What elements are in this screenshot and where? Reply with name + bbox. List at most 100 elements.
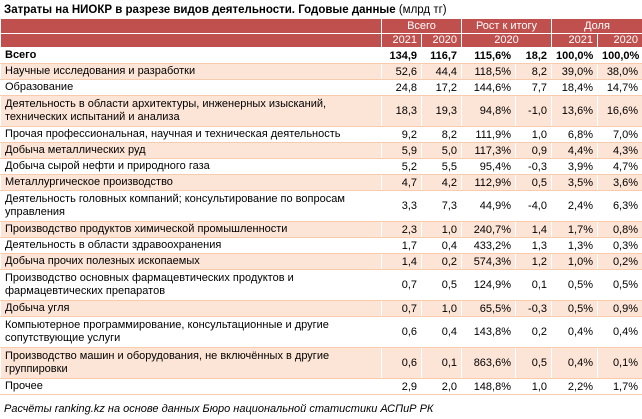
header-corner-2 bbox=[0, 33, 382, 48]
header-row-years: 2021 2020 2020 2021 2020 bbox=[0, 33, 642, 48]
growth-pct: 118,5% bbox=[461, 63, 516, 80]
table-row: Добыча металлических руд 5,9 5,0 117,3% 0,9 4… bbox=[0, 142, 642, 159]
value-2020: 0,4 bbox=[421, 316, 462, 348]
growth-abs: 1,2 bbox=[515, 253, 552, 270]
growth-pct: 433,2% bbox=[461, 237, 516, 254]
value-2020: 1,0 bbox=[421, 300, 462, 317]
table-row-total: Всего 134,9 116,7 115,6% 18,2 100,0% 100,0% bbox=[0, 47, 642, 64]
header-group-total: Всего bbox=[381, 18, 462, 34]
value-2020: 8,2 bbox=[421, 126, 462, 143]
share-2020: 0,4% bbox=[596, 316, 642, 348]
row-name: Деятельность в области здравоохранения bbox=[0, 237, 382, 254]
share-2021: 1,3% bbox=[551, 237, 598, 254]
value-2021: 9,2 bbox=[381, 126, 422, 143]
share-2021: 0,5% bbox=[551, 269, 598, 301]
row-name: Добыча угля bbox=[0, 300, 382, 317]
share-2021: 18,4% bbox=[551, 79, 598, 96]
row-name: Образование bbox=[0, 79, 382, 96]
share-2021: 13,6% bbox=[551, 95, 598, 127]
table-row: Деятельность в области архитектуры, инже… bbox=[0, 95, 642, 127]
table-row: Производство продуктов химической промыш… bbox=[0, 221, 642, 238]
share-2020: 38,0% bbox=[596, 63, 642, 80]
row-name: Добыча металлических руд bbox=[0, 142, 382, 159]
share-2020: 3,6% bbox=[596, 174, 642, 191]
value-2020: 0,1 bbox=[421, 347, 462, 379]
row-name: Металлургическое производство bbox=[0, 174, 382, 191]
growth-pct: 65,5% bbox=[461, 300, 516, 317]
share-2021: 0,5% bbox=[551, 300, 598, 317]
value-2020: 4,2 bbox=[421, 174, 462, 191]
value-2021: 18,3 bbox=[381, 95, 422, 127]
share-2020: 16,6% bbox=[596, 95, 642, 127]
growth-abs: -0,3 bbox=[515, 158, 552, 175]
value-2021: 134,9 bbox=[381, 47, 422, 64]
growth-abs: -0,3 bbox=[515, 300, 552, 317]
value-2020: 44,4 bbox=[421, 63, 462, 80]
table-row: Компьютерное программирование, консульта… bbox=[0, 316, 642, 348]
growth-abs: 1,0 bbox=[515, 378, 552, 395]
growth-abs: 0,5 bbox=[515, 174, 552, 191]
growth-abs: 0,2 bbox=[515, 316, 552, 348]
share-2020: 100,0% bbox=[596, 47, 642, 64]
share-2021: 1,0% bbox=[551, 253, 598, 270]
table-row: Добыча сырой нефти и природного газа 5,2 5… bbox=[0, 158, 642, 175]
growth-pct: 124,9% bbox=[461, 269, 516, 301]
table-row: Научные исследования и разработки 52,6 44,… bbox=[0, 63, 642, 80]
value-2021: 0,6 bbox=[381, 347, 422, 379]
growth-pct: 94,8% bbox=[461, 95, 516, 127]
share-2021: 0,4% bbox=[551, 347, 598, 379]
share-2021: 3,5% bbox=[551, 174, 598, 191]
value-2021: 5,9 bbox=[381, 142, 422, 159]
growth-pct: 112,9% bbox=[461, 174, 516, 191]
share-2020: 6,3% bbox=[596, 190, 642, 222]
share-2020: 0,3% bbox=[596, 237, 642, 254]
share-2020: 0,1% bbox=[596, 347, 642, 379]
growth-pct: 240,7% bbox=[461, 221, 516, 238]
table-row: Добыча угля 0,7 1,0 65,5% -0,3 0,5% 0,9% bbox=[0, 300, 642, 317]
share-2021: 3,9% bbox=[551, 158, 598, 175]
growth-abs: 1,4 bbox=[515, 221, 552, 238]
table-title-main: Затраты на НИОКР в разрезе видов деятель… bbox=[4, 4, 396, 16]
header-total-2020: 2020 bbox=[421, 33, 462, 48]
growth-pct: 144,6% bbox=[461, 79, 516, 96]
growth-abs: 1,0 bbox=[515, 126, 552, 143]
value-2021: 0,7 bbox=[381, 300, 422, 317]
value-2020: 1,0 bbox=[421, 221, 462, 238]
header-growth-2020: 2020 bbox=[461, 33, 552, 48]
growth-abs: 1,3 bbox=[515, 237, 552, 254]
growth-abs: 0,1 bbox=[515, 269, 552, 301]
row-name: Компьютерное программирование, консульта… bbox=[0, 316, 382, 348]
share-2020: 0,9% bbox=[596, 300, 642, 317]
value-2020: 19,3 bbox=[421, 95, 462, 127]
value-2020: 0,2 bbox=[421, 253, 462, 270]
value-2021: 0,7 bbox=[381, 269, 422, 301]
row-name: Производство продуктов химической промыш… bbox=[0, 221, 382, 238]
share-2020: 4,3% bbox=[596, 142, 642, 159]
table-row: Деятельность головных компаний; консульт… bbox=[0, 190, 642, 222]
share-2020: 7,0% bbox=[596, 126, 642, 143]
growth-abs: 0,9 bbox=[515, 142, 552, 159]
value-2021: 1,7 bbox=[381, 237, 422, 254]
table-row: Прочая профессиональная, научная и техни… bbox=[0, 126, 642, 143]
share-2021: 6,8% bbox=[551, 126, 598, 143]
growth-abs: 7,7 bbox=[515, 79, 552, 96]
share-2021: 39,0% bbox=[551, 63, 598, 80]
growth-pct: 863,6% bbox=[461, 347, 516, 379]
share-2020: 0,2% bbox=[596, 253, 642, 270]
share-2021: 4,4% bbox=[551, 142, 598, 159]
table-row: Производство основных фармацевтических п… bbox=[0, 269, 642, 301]
header-corner bbox=[0, 18, 382, 34]
growth-pct: 143,8% bbox=[461, 316, 516, 348]
table-row: Производство машин и оборудования, не вк… bbox=[0, 347, 642, 379]
value-2021: 0,6 bbox=[381, 316, 422, 348]
header-share-2020: 2020 bbox=[596, 33, 642, 48]
table-row: Образование 24,8 17,2 144,6% 7,7 18,4% 14,7% bbox=[0, 79, 642, 96]
header-group-growth: Рост к итогу bbox=[461, 18, 552, 34]
table-title: Затраты на НИОКР в разрезе видов деятель… bbox=[4, 2, 447, 18]
row-name: Прочая профессиональная, научная и техни… bbox=[0, 126, 382, 143]
value-2021: 1,4 bbox=[381, 253, 422, 270]
row-name: Научные исследования и разработки bbox=[0, 63, 382, 80]
growth-pct: 574,3% bbox=[461, 253, 516, 270]
share-2021: 0,4% bbox=[551, 316, 598, 348]
